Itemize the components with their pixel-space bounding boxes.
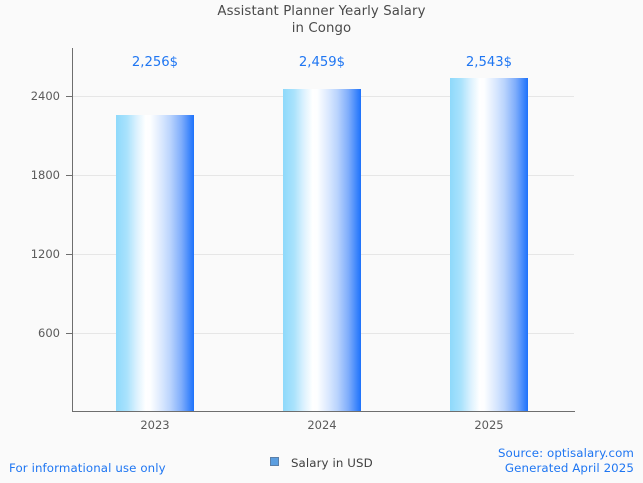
footnote-source: Source: optisalary.com Generated April 2… xyxy=(498,446,634,476)
ytick-label-1800: 1800 xyxy=(30,168,60,182)
bar-value-2025: 2,543$ xyxy=(465,55,513,70)
legend-label: Salary in USD xyxy=(290,455,373,470)
ytick-mark-600 xyxy=(66,333,73,334)
xtick-label-2023: 2023 xyxy=(140,418,170,432)
legend-item-salary-in-usd[interactable]: Salary in USD xyxy=(270,455,373,470)
ytick-mark-1200 xyxy=(66,254,73,255)
y-axis-line xyxy=(72,48,73,412)
legend-swatch-icon xyxy=(270,457,280,466)
bar-value-2024: 2,459$ xyxy=(298,55,346,70)
ytick-label-600: 600 xyxy=(38,326,60,340)
footnote-generated-line: Generated April 2025 xyxy=(504,461,634,475)
bar-2023[interactable] xyxy=(116,115,194,411)
ytick-label-2400: 2400 xyxy=(30,89,60,103)
footnote-disclaimer: For informational use only xyxy=(9,461,166,475)
xtick-label-2024: 2024 xyxy=(307,418,337,432)
chart-title-line-2: in Congo xyxy=(291,21,352,36)
x-axis-line xyxy=(72,411,575,412)
chart-title: Assistant Planner Yearly Salary in Congo xyxy=(0,3,643,37)
ytick-mark-1800 xyxy=(66,175,73,176)
ytick-label-1200: 1200 xyxy=(30,247,60,261)
footnote-source-line: Source: optisalary.com xyxy=(497,446,634,460)
chart-title-line-1: Assistant Planner Yearly Salary xyxy=(217,4,426,19)
xtick-label-2025: 2025 xyxy=(474,418,504,432)
ytick-mark-2400 xyxy=(66,96,73,97)
bar-2025[interactable] xyxy=(450,78,528,411)
chart-legend: Salary in USD xyxy=(0,455,643,470)
bar-2024[interactable] xyxy=(283,89,361,411)
bar-value-2023: 2,256$ xyxy=(131,55,179,70)
